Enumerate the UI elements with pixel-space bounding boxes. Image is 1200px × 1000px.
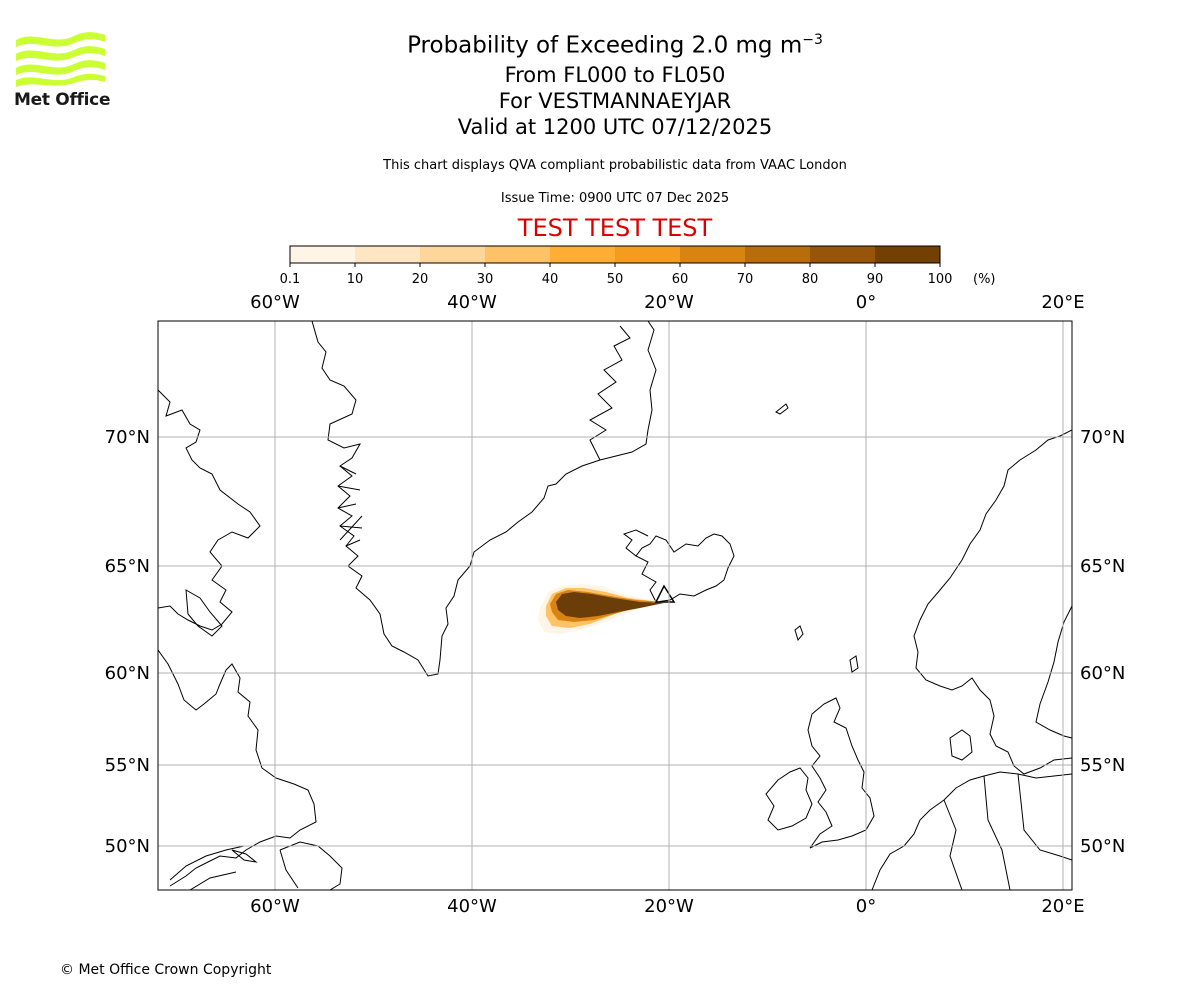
latitude-label: 70°N — [1080, 427, 1125, 448]
title-line-3: For VESTMANNAEYJAR — [498, 88, 732, 113]
ash-plume — [538, 584, 664, 634]
latitude-label: 50°N — [1080, 836, 1125, 857]
faroe-islands — [794, 625, 804, 642]
greenland-coast — [311, 321, 657, 677]
shetland — [849, 655, 859, 673]
gulf-shore — [169, 845, 245, 890]
issue-time: Issue Time: 0900 UTC 07 Dec 2025 — [500, 191, 730, 206]
iceland-westfjords — [622, 529, 649, 557]
colorbar-tick-label: 70 — [737, 272, 754, 287]
colorbar-tick-label: 10 — [347, 272, 364, 287]
longitude-label: 40°W — [447, 292, 497, 313]
colorbar-segment-6 — [680, 246, 746, 263]
longitude-label: 20°E — [1041, 292, 1084, 313]
labrador-coast — [158, 649, 317, 887]
latitude-label: 70°N — [105, 427, 150, 448]
chart-title: Probability of Exceeding 2.0 mg m−3 — [0, 24, 1200, 62]
newfoundland — [279, 841, 343, 890]
latitude-label: 65°N — [105, 556, 150, 577]
title-superscript: −3 — [802, 32, 823, 48]
title-line-1: Probability of Exceeding 2.0 mg m — [407, 32, 803, 59]
denmark — [949, 729, 973, 761]
scandinavia-coast — [913, 429, 1072, 775]
colorbar-segment-7 — [745, 246, 811, 263]
colorbar-tick-label: 20 — [412, 272, 429, 287]
colorbar-segment-4 — [550, 246, 616, 263]
longitude-label: 20°W — [644, 896, 694, 917]
colorbar-tick-label: 0.1 — [280, 272, 301, 287]
latitude-label: 50°N — [105, 836, 150, 857]
description-text: This chart displays QVA compliant probab… — [383, 158, 847, 173]
colorbar-tick-label: 60 — [672, 272, 689, 287]
latitude-label: 55°N — [1080, 755, 1125, 776]
longitude-label: 60°W — [250, 896, 300, 917]
iceland-coast — [635, 533, 735, 603]
colorbar-segment-0 — [290, 246, 356, 263]
copyright-text: © Met Office Crown Copyright — [60, 962, 272, 978]
colorbar-segment-1 — [355, 246, 421, 263]
colorbar-tick-label: 40 — [542, 272, 559, 287]
great-britain-coast — [807, 697, 875, 849]
colorbar-tick-label: 30 — [477, 272, 494, 287]
jan-mayen — [775, 403, 789, 415]
colorbar-segment-8 — [810, 246, 876, 263]
ireland-coast — [765, 767, 813, 831]
greenland-east-fjords — [589, 325, 631, 461]
wave-logo-icon — [16, 32, 105, 87]
map-area: 60°W 60°W 40°W 40°W 20°W 20°W 0° 0° 20°E 20°E 70°N… — [105, 292, 1126, 917]
colorbar-segment-3 — [485, 246, 551, 263]
colorbar-tick-label: 100 — [928, 272, 953, 287]
longitude-label: 0° — [856, 896, 876, 917]
colorbar-segment-2 — [420, 246, 486, 263]
met-office-logo: Met Office — [14, 30, 114, 112]
title-line-4: Valid at 1200 UTC 07/12/2025 — [457, 114, 773, 139]
colorbar-tick-label: 90 — [867, 272, 884, 287]
colorbar: 0.1 10 20 30 40 50 60 70 80 90 100 (%) — [280, 245, 996, 287]
baltic-coast — [1035, 605, 1072, 739]
colorbar-tick-label: 80 — [802, 272, 819, 287]
longitude-label: 0° — [856, 292, 876, 313]
baffin-island-2 — [185, 589, 223, 637]
title-line-2: From FL000 to FL050 — [504, 62, 726, 87]
greenland-fjord-west — [337, 465, 363, 547]
continental-coast — [871, 771, 1072, 890]
title-block: Probability of Exceeding 2.0 mg m−3 From… — [0, 24, 1200, 140]
colorbar-segment-5 — [615, 246, 681, 263]
colorbar-unit: (%) — [973, 272, 996, 287]
baffin-coast — [158, 389, 261, 631]
latitude-label: 60°N — [105, 663, 150, 684]
longitude-label: 20°W — [644, 292, 694, 313]
country-borders — [943, 773, 1072, 890]
island-small-1 — [231, 849, 258, 863]
latitude-label: 55°N — [105, 755, 150, 776]
logo-wordmark: Met Office — [14, 90, 111, 110]
latitude-label: 65°N — [1080, 556, 1125, 577]
coastlines — [158, 321, 1072, 890]
test-banner: TEST TEST TEST — [517, 214, 713, 242]
latitude-label: 60°N — [1080, 663, 1125, 684]
longitude-label: 60°W — [250, 292, 300, 313]
colorbar-segment-9 — [875, 246, 941, 263]
colorbar-tick-label: 50 — [607, 272, 624, 287]
longitude-label: 40°W — [447, 896, 497, 917]
longitude-label: 20°E — [1041, 896, 1084, 917]
